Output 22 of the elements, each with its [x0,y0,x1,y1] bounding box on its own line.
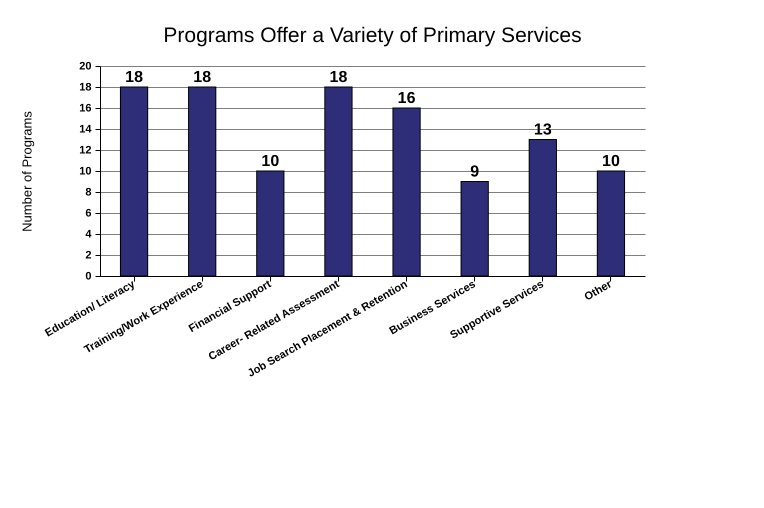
data-label: 16 [398,90,416,107]
y-tick-label: 0 [85,270,92,282]
y-axis-title: Number of Programs [19,110,34,232]
data-label: 9 [470,164,480,180]
y-tick-label: 8 [85,186,92,198]
data-label: 13 [534,122,552,138]
data-label: 18 [125,69,144,86]
x-tick-label: Other [582,278,615,304]
y-tick-label: 6 [85,208,92,220]
y-tick-label: 18 [79,82,92,94]
y-tick-label: 20 [79,60,92,72]
data-label: 18 [193,69,212,86]
data-label: 18 [330,69,348,86]
y-tick-label: 2 [85,250,92,262]
y-tick-label: 16 [79,102,92,114]
data-label: 10 [261,153,280,170]
chart-title: Programs Offer a Variety of Primary Services [163,24,582,47]
y-tick-label: 14 [79,124,92,136]
y-tick-label: 12 [79,144,92,156]
y-tick-label: 4 [85,228,92,240]
data-label: 10 [602,153,620,170]
y-tick-label: 10 [79,166,92,178]
